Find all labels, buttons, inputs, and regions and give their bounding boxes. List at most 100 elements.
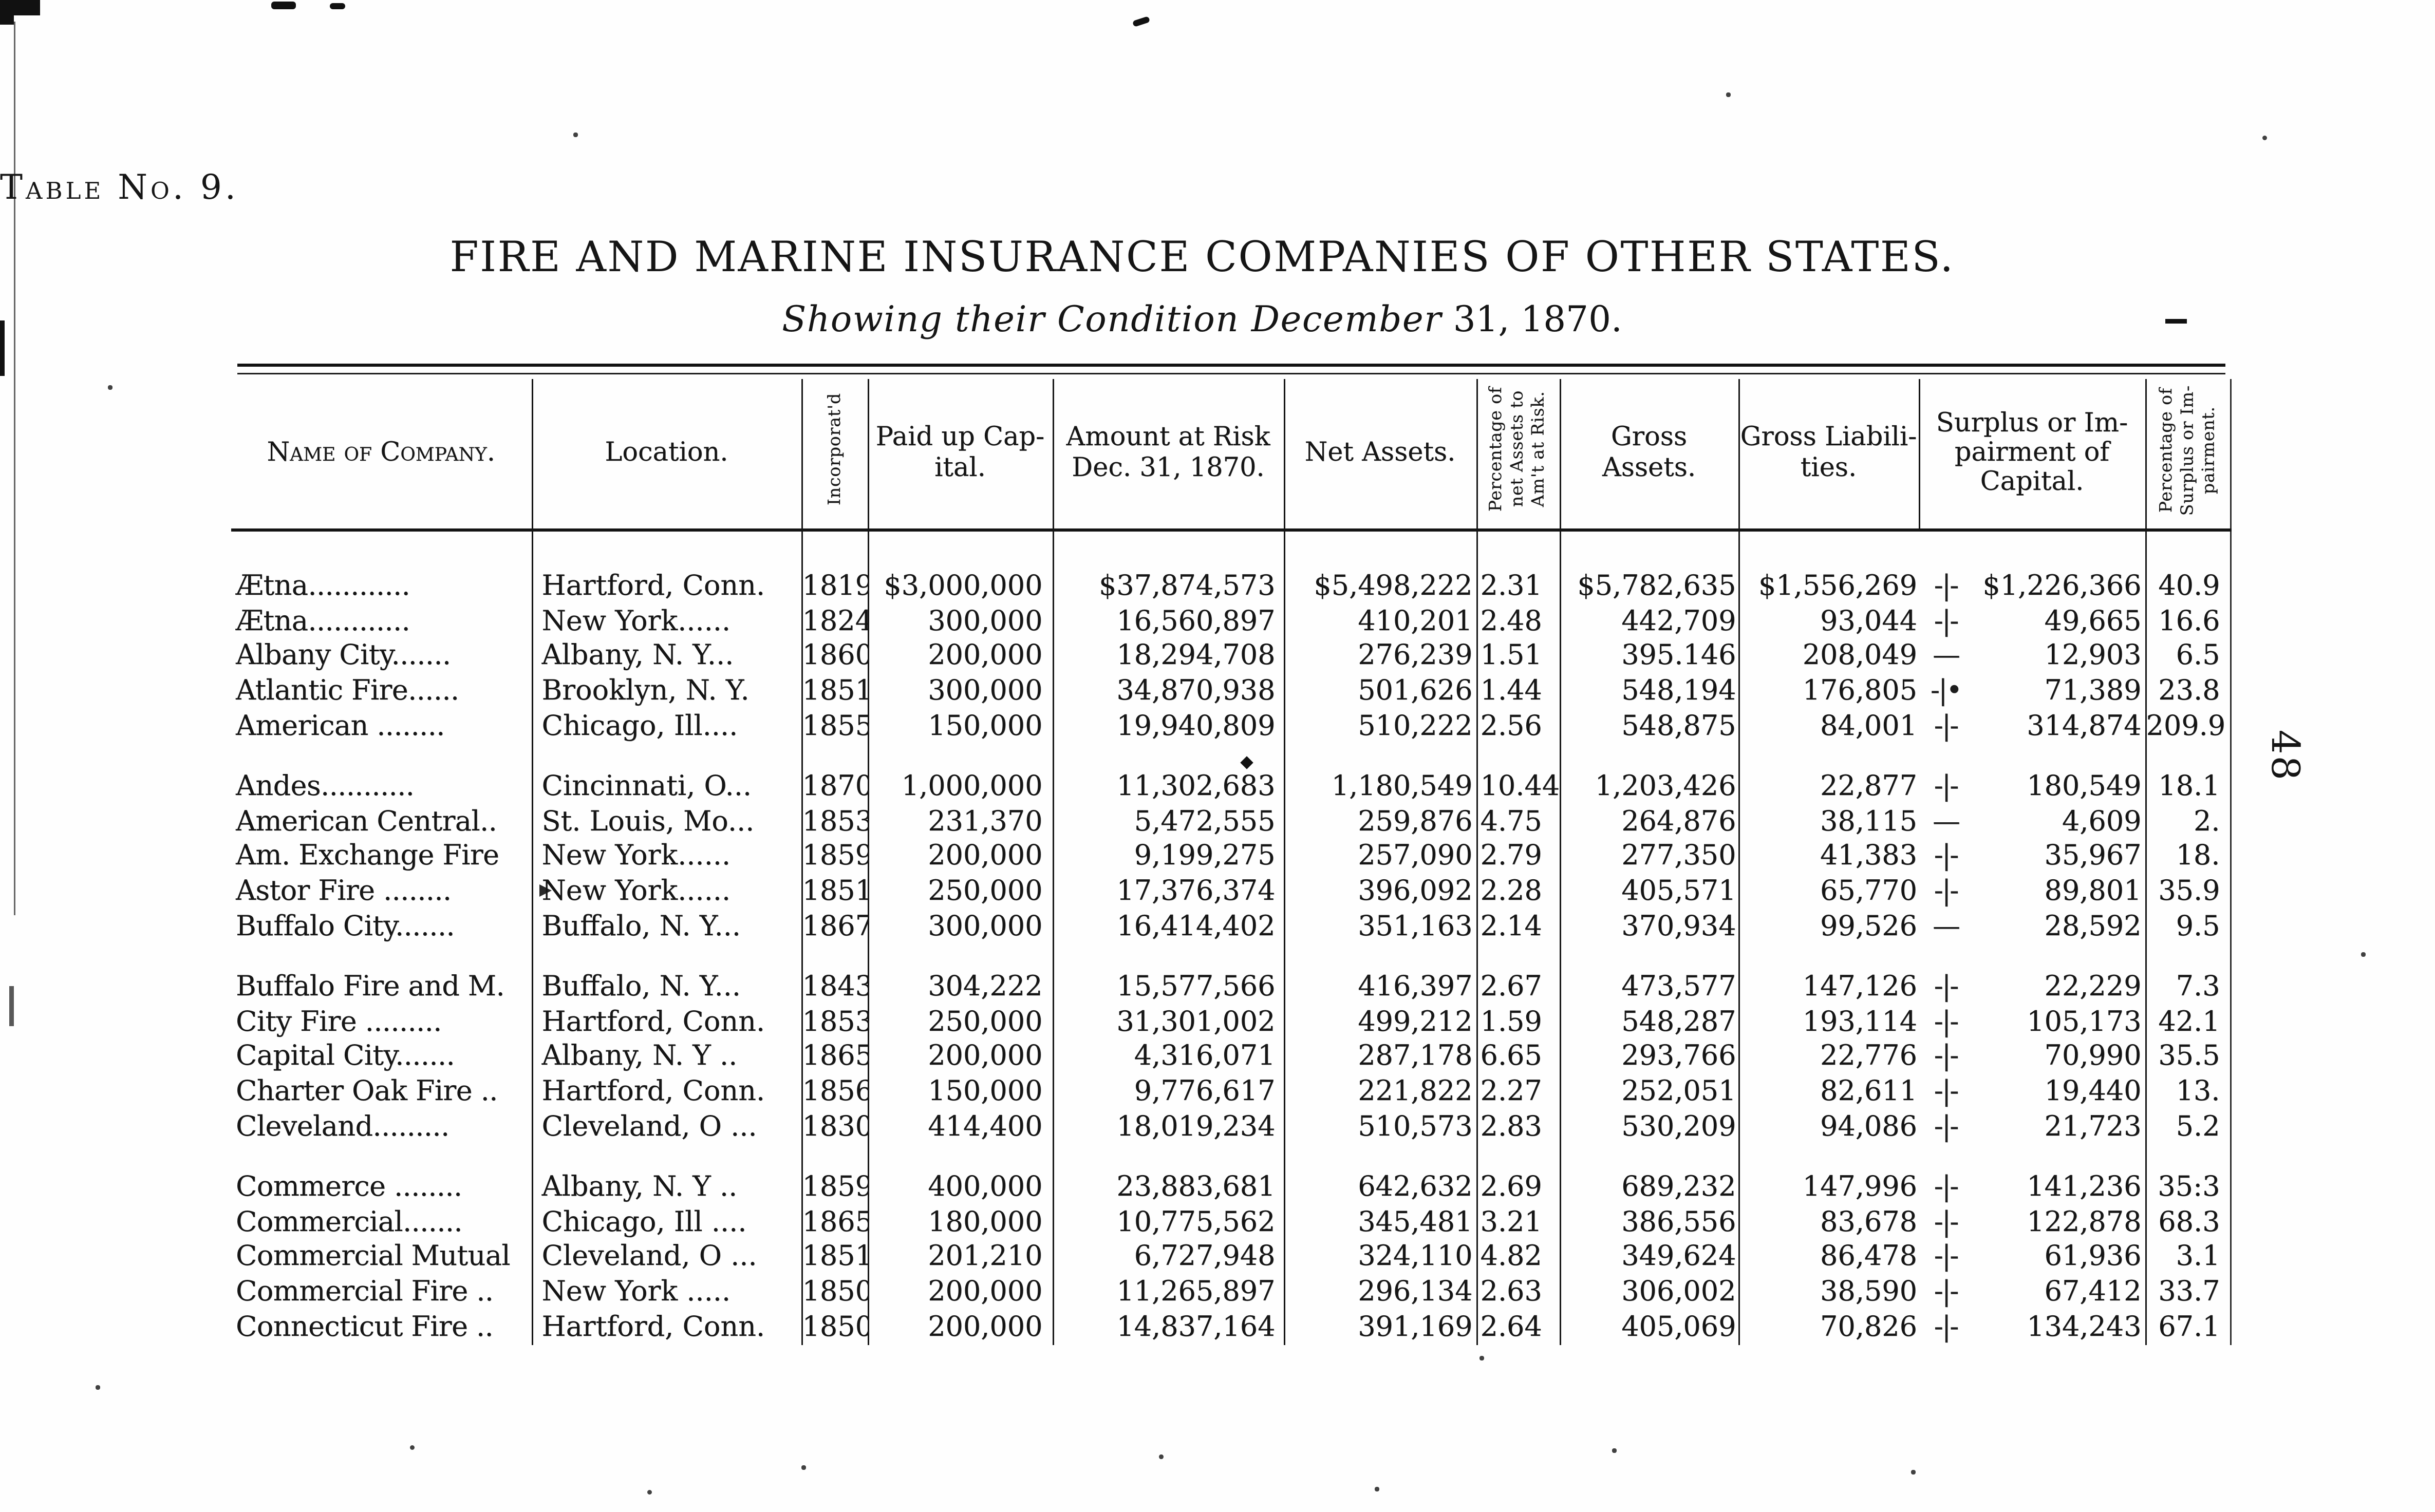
- gross-assets-cell: 1,203,426: [1559, 770, 1738, 805]
- pct-surplus-cell: [2144, 944, 2231, 971]
- gross-liabilities-cell: 86,478: [1737, 1240, 1919, 1276]
- surplus-cell: 105,173: [2027, 1006, 2142, 1038]
- rule-mark-cell: -|-: [1934, 1275, 1959, 1308]
- net-assets-cell: [1283, 744, 1476, 770]
- incorporated-year-cell: 1870: [800, 770, 868, 805]
- incorporated-year-cell: 1855: [800, 709, 868, 744]
- scan-speck: [1612, 1448, 1616, 1452]
- gross-assets-cell: 530,209: [1559, 1109, 1738, 1145]
- pct-net-assets-cell: [1475, 1144, 1560, 1171]
- company-name-cell: Charter Oak Fire ..: [236, 1075, 498, 1108]
- company-name-cell: Albany City.......: [236, 640, 451, 673]
- net-assets-cell: 510,573: [1283, 1109, 1476, 1145]
- location-cell: Albany, N. Y ..: [531, 1170, 801, 1206]
- pct-net-assets-cell: 2.31: [1475, 570, 1560, 605]
- paid-up-capital-cell: 200,000: [867, 639, 1053, 675]
- company-name-cell: Am. Exchange Fire: [236, 840, 499, 873]
- company-name-cell: [231, 944, 532, 971]
- incorporated-year-cell: 1860: [800, 639, 868, 675]
- amount-at-risk-cell: [1052, 530, 1284, 570]
- location-cell: Buffalo, N. Y...: [531, 910, 801, 944]
- paid-up-capital-cell: 200,000: [867, 1275, 1053, 1310]
- company-name-cell: Ætna............: [236, 570, 410, 603]
- gross-assets-cell: 405,069: [1559, 1310, 1738, 1345]
- paid-up-capital-cell: [867, 530, 1053, 570]
- surplus-cell: 70,990: [2044, 1041, 2142, 1073]
- scan-speck: [1726, 92, 1730, 97]
- col-header-amount-at-risk: Amount at Risk Dec. 31, 1870.: [1052, 379, 1284, 532]
- rule-mark-cell: -|-: [1934, 1110, 1959, 1143]
- table-row: Ætna............ New York...... 1824 300…: [231, 604, 2231, 640]
- rule-mark-cell: -|-: [1934, 1075, 1959, 1108]
- location-cell: Cleveland, O ...: [531, 1109, 801, 1145]
- scan-speck: [2262, 136, 2267, 140]
- net-assets-cell: 351,163: [1283, 910, 1476, 944]
- page-title: FIRE AND MARINE INSURANCE COMPANIES OF O…: [449, 234, 1955, 282]
- incorporated-year-cell: [800, 744, 868, 770]
- incorporated-year-cell: [800, 1144, 868, 1171]
- amount-at-risk-cell: 34,870,938: [1052, 674, 1284, 710]
- paid-up-capital-cell: 300,000: [867, 604, 1053, 640]
- location-cell: Buffalo, N. Y...: [531, 970, 801, 1006]
- scan-speck: [1375, 1487, 1379, 1491]
- pct-surplus-cell: [2144, 1144, 2231, 1171]
- incorporated-year-cell: 1819: [800, 570, 868, 605]
- net-assets-cell: 257,090: [1283, 840, 1476, 875]
- table-row: Commercial Mutual Cleveland, O ... 1851 …: [231, 1240, 2231, 1276]
- gross-assets-cell: 386,556: [1559, 1205, 1738, 1241]
- col-header-name: Name of Company.: [231, 379, 532, 532]
- scan-top-dash: [271, 2, 296, 9]
- surplus-cell: [1973, 744, 2145, 770]
- rule-mark-cell: -|-: [1934, 1206, 1959, 1239]
- net-assets-cell: 345,481: [1283, 1205, 1476, 1241]
- subtitle-italic-text: Showing their Condition December: [782, 300, 1442, 341]
- pct-net-assets-cell: [1475, 944, 1560, 971]
- paid-up-capital-cell: 400,000: [867, 1170, 1053, 1206]
- gross-liabilities-cell: 99,526: [1737, 910, 1919, 944]
- rule-mark-cell: -|-: [1934, 840, 1959, 873]
- gross-liabilities-cell: 147,996: [1737, 1170, 1919, 1206]
- pct-net-assets-cell: 3.21: [1475, 1205, 1560, 1241]
- table-row: Astor Fire ........ New York...... 1851 …: [231, 875, 2231, 910]
- amount-at-risk-cell: [1052, 1144, 1284, 1171]
- pct-net-assets-cell: 2.83: [1475, 1109, 1560, 1145]
- col-header-net-assets: Net Assets.: [1283, 379, 1476, 532]
- table-row: Commercial Fire .. New York ..... 1850 2…: [231, 1275, 2231, 1310]
- table-row: Cleveland......... Cleveland, O ... 1830…: [231, 1109, 2231, 1145]
- rule-mark-cell: —: [1933, 910, 1960, 942]
- paid-up-capital-cell: 250,000: [867, 875, 1053, 910]
- incorporated-year-cell: 1867: [800, 910, 868, 944]
- location-cell: New York......: [531, 840, 801, 875]
- amount-at-risk-cell: [1052, 944, 1284, 971]
- company-name-cell: Cleveland.........: [236, 1110, 449, 1143]
- table-row: [231, 1144, 2231, 1171]
- incorporated-year-cell: 1856: [800, 1075, 868, 1110]
- gross-liabilities-cell: 22,877: [1737, 770, 1919, 805]
- incorporated-year-cell: 1865: [800, 1040, 868, 1075]
- company-name-cell: City Fire .........: [236, 1006, 442, 1038]
- gross-assets-cell: 548,875: [1559, 709, 1738, 744]
- table-body: Ætna............ Hartford, Conn. 1819 $3…: [231, 530, 2231, 1345]
- scan-margin-dash: [2165, 319, 2187, 323]
- table-row: Commercial....... Chicago, Ill .... 1865…: [231, 1205, 2231, 1241]
- gross-assets-cell: 306,002: [1559, 1275, 1738, 1310]
- pct-surplus-cell: 40.9: [2144, 570, 2231, 605]
- pct-surplus-cell: 23.8: [2144, 674, 2231, 710]
- gross-assets-cell: 370,934: [1559, 910, 1738, 944]
- amount-at-risk-cell: 14,837,164: [1052, 1310, 1284, 1345]
- rule-mark-cell: [1919, 744, 1973, 770]
- gross-assets-cell: 395.146: [1559, 639, 1738, 675]
- pct-net-assets-cell: 2.69: [1475, 1170, 1560, 1206]
- amount-at-risk-cell: 6,727,948: [1052, 1240, 1284, 1276]
- location-cell: New York .....: [531, 1275, 801, 1310]
- location-cell: Chicago, Ill....: [531, 709, 801, 744]
- table-row: Ætna............ Hartford, Conn. 1819 $3…: [231, 570, 2231, 605]
- pct-net-assets-cell: 2.67: [1475, 970, 1560, 1006]
- paid-up-capital-cell: 300,000: [867, 910, 1053, 944]
- table-number: Table No. 9.: [0, 169, 2404, 208]
- amount-at-risk-cell: [1052, 744, 1284, 770]
- location-cell: Hartford, Conn.: [531, 1075, 801, 1110]
- company-name-cell: Commerce ........: [236, 1171, 462, 1204]
- subtitle-date: 31, 1870.: [1453, 300, 1622, 341]
